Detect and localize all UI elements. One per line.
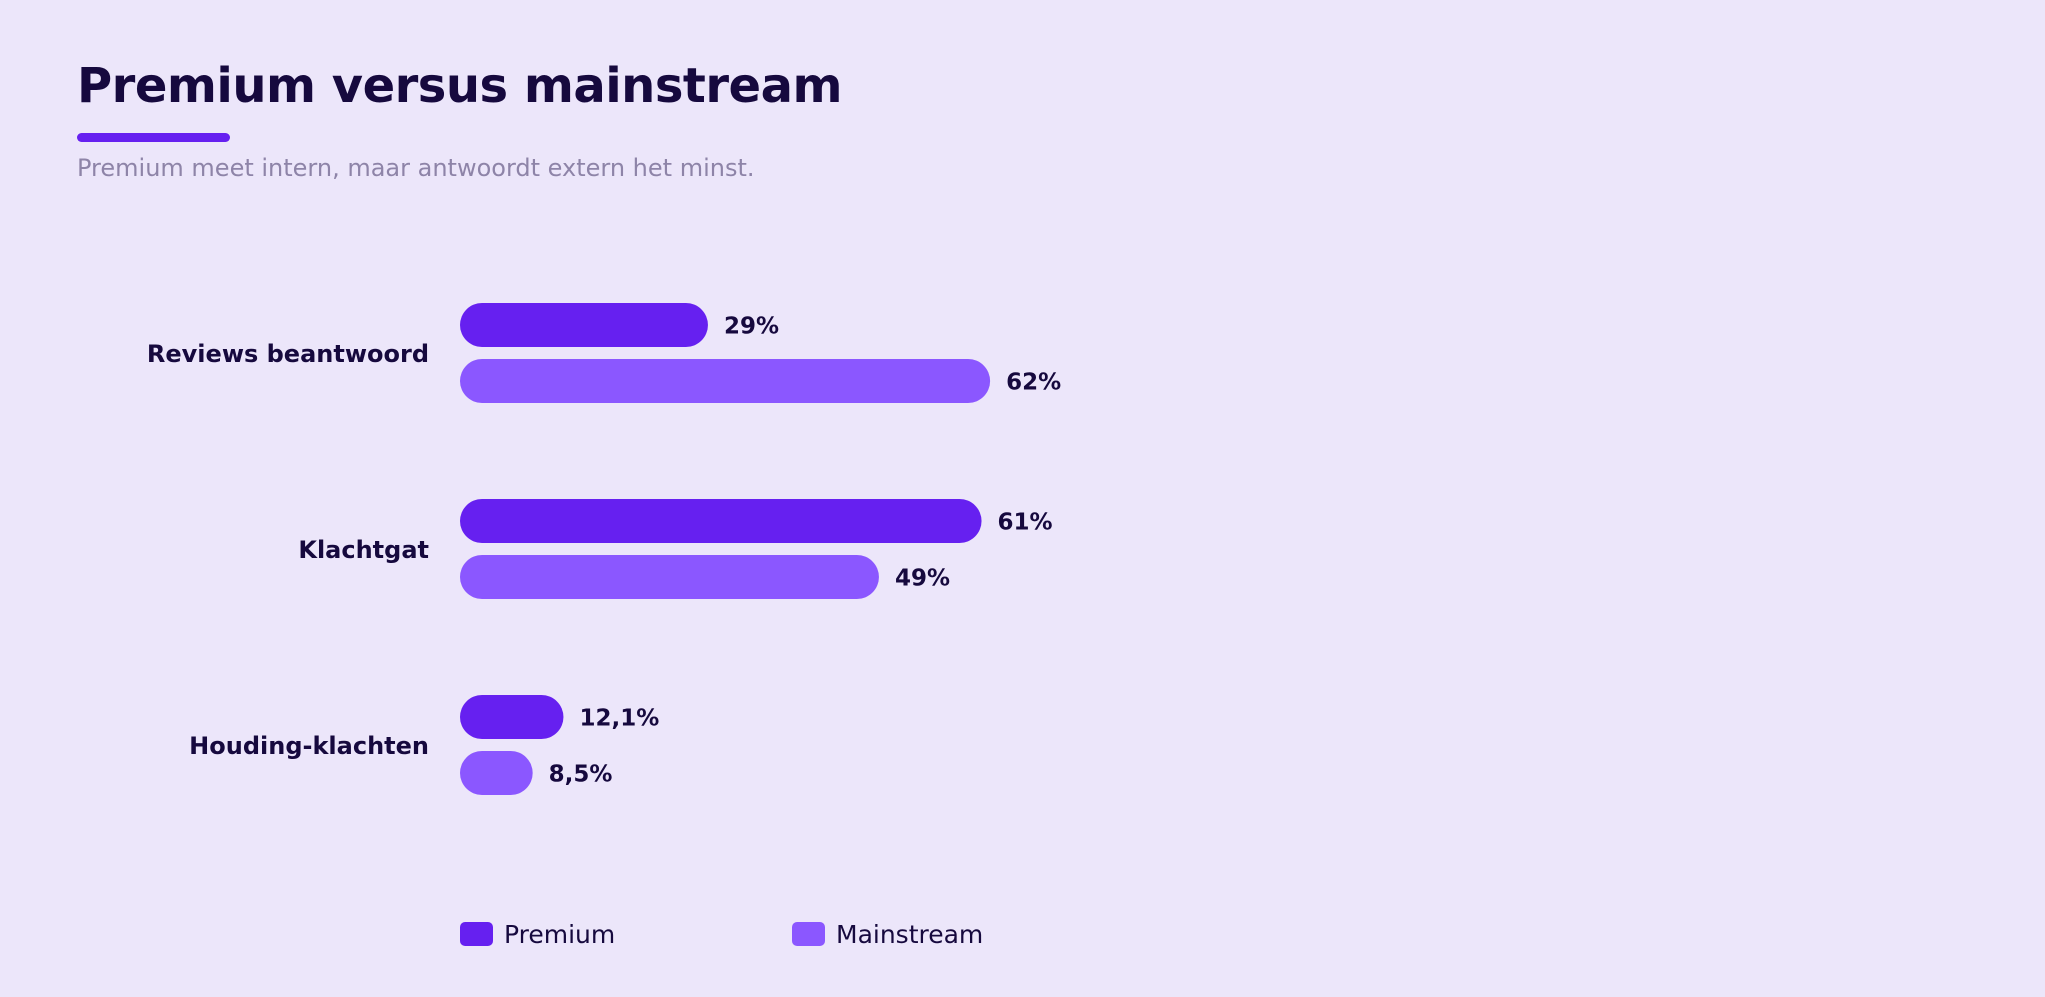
category-label: Houding-klachten (189, 732, 429, 760)
legend-swatch-premium (460, 922, 493, 946)
value-label: 29% (724, 314, 779, 340)
value-label: 12,1% (579, 706, 659, 732)
title-underline (77, 133, 230, 142)
chart-subtitle: Premium meet intern, maar antwoordt exte… (77, 154, 755, 182)
bar-premium (460, 499, 982, 543)
legend-label-premium: Premium (504, 920, 615, 949)
bar-mainstream (460, 751, 533, 795)
value-label: 61% (998, 510, 1053, 536)
category-label: Klachtgat (298, 536, 429, 564)
chart-title: Premium versus mainstream (77, 58, 843, 114)
bar-premium (460, 303, 708, 347)
legend-swatch-mainstream (792, 922, 825, 946)
category-label: Reviews beantwoord (147, 340, 429, 368)
bar-mainstream (460, 555, 879, 599)
bar-premium (460, 695, 564, 739)
legend-label-mainstream: Mainstream (836, 920, 983, 949)
bar-mainstream (460, 359, 991, 403)
value-label: 49% (895, 566, 950, 592)
value-label: 8,5% (549, 762, 613, 788)
value-label: 62% (1006, 370, 1061, 396)
